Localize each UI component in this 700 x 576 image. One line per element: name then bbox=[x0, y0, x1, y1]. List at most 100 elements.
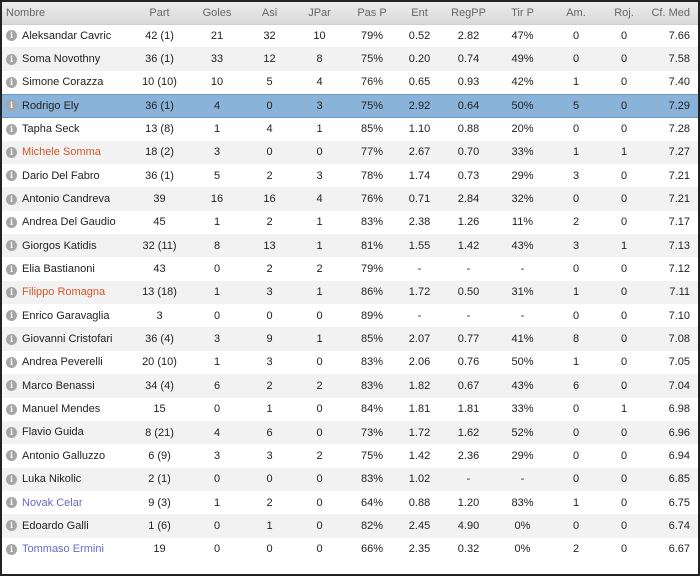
column-header-ent[interactable]: Ent bbox=[397, 2, 442, 25]
table-row[interactable]: i Antonio Galluzzo 6 (9) 3 3 2 75% 1.42 2.36 29% 0… bbox=[2, 444, 698, 468]
cell-goles: 0 bbox=[213, 309, 221, 322]
player-name[interactable]: Giorgos Katidis bbox=[22, 239, 97, 252]
info-icon[interactable]: i bbox=[6, 53, 17, 65]
player-name[interactable]: Andrea Del Gaudio bbox=[22, 216, 116, 229]
column-header-goles[interactable]: Goles bbox=[187, 2, 247, 25]
info-icon[interactable]: i bbox=[6, 263, 17, 275]
table-row[interactable]: i Elia Bastianoni 43 0 2 2 79% - - - 0 0 7.12 bbox=[2, 257, 698, 281]
info-icon[interactable]: i bbox=[6, 240, 17, 252]
table-row[interactable]: i Novak Celar 9 (3) 1 2 0 64% 0.88 1.20 83% 1 0 6.75 bbox=[2, 490, 698, 515]
player-name[interactable]: Luka Nikolic bbox=[22, 473, 82, 486]
table-row[interactable]: i Luka Nikolic 2 (1) 0 0 0 83% 1.02 - - 0 0 6.85 bbox=[2, 467, 698, 491]
info-icon[interactable]: i bbox=[6, 30, 17, 42]
player-name-cell: i Soma Novothny bbox=[2, 47, 132, 70]
cell-part: 8 (21) bbox=[145, 426, 174, 439]
player-name[interactable]: Edoardo Galli bbox=[22, 519, 89, 532]
table-row[interactable]: i Edoardo Galli 1 (6) 0 1 0 82% 2.45 4.90 0% 0 0 6.7… bbox=[2, 514, 698, 538]
cell-jpar: 0 bbox=[316, 426, 323, 439]
player-name-cell: i Antonio Galluzzo bbox=[2, 444, 132, 467]
info-icon[interactable]: i bbox=[6, 403, 17, 415]
player-name[interactable]: Antonio Candreva bbox=[22, 193, 111, 206]
cell-pas-p: 82% bbox=[360, 519, 384, 532]
player-name[interactable]: Manuel Mendes bbox=[22, 403, 101, 416]
player-name[interactable]: Antonio Galluzzo bbox=[22, 449, 106, 462]
table-row[interactable]: i Tommaso Ermini 19 0 0 0 66% 2.35 0.32 0% 2 0 6.67 bbox=[2, 537, 698, 561]
table-row[interactable]: i Soma Novothny 36 (1) 33 12 8 75% 0.20 0.74 49% 0… bbox=[2, 47, 698, 71]
cell-ent: 2.67 bbox=[408, 146, 431, 159]
player-name-cell: i Michele Somma bbox=[2, 141, 132, 164]
player-name[interactable]: Tapha Seck bbox=[22, 123, 80, 136]
info-icon[interactable]: i bbox=[6, 310, 17, 322]
info-icon[interactable]: i bbox=[6, 333, 17, 345]
cell-asi: 12 bbox=[263, 53, 276, 66]
player-name[interactable]: Elia Bastianoni bbox=[22, 263, 95, 276]
info-icon[interactable]: i bbox=[6, 357, 17, 369]
table-row[interactable]: i Dario Del Fabro 36 (1) 5 2 3 78% 1.74 0.73 29% 3… bbox=[2, 164, 698, 188]
player-name[interactable]: Novak Celar bbox=[22, 496, 83, 509]
table-row[interactable]: i Flavio Guida 8 (21) 4 6 0 73% 1.72 1.62 52% 0 0 6.… bbox=[2, 420, 698, 445]
cell-pas-p: 75% bbox=[360, 53, 384, 66]
table-row[interactable]: i Aleksandar Cavric 42 (1) 21 32 10 79% 0.52 2.8… bbox=[2, 24, 698, 48]
info-icon[interactable]: i bbox=[6, 427, 17, 439]
player-name-cell: i Filippo Romagna bbox=[2, 281, 132, 304]
column-header-am[interactable]: Am. bbox=[550, 2, 602, 25]
info-icon[interactable]: i bbox=[6, 170, 17, 182]
player-name[interactable]: Giovanni Cristofari bbox=[22, 333, 113, 346]
player-name[interactable]: Marco Benassi bbox=[22, 379, 95, 392]
player-name[interactable]: Simone Corazza bbox=[22, 76, 104, 89]
player-name[interactable]: Soma Novothny bbox=[22, 53, 101, 66]
table-row[interactable]: i Giovanni Cristofari 36 (4) 3 9 1 85% 2.07 0.77… bbox=[2, 327, 698, 351]
cell-part: 15 bbox=[153, 403, 166, 416]
table-row[interactable]: i Andrea Del Gaudio 45 1 2 1 83% 2.38 1.26 11% 2 0 7… bbox=[2, 210, 698, 235]
player-name-cell: i Manuel Mendes bbox=[2, 398, 132, 421]
cell-jpar: 1 bbox=[316, 286, 323, 299]
cell-pas-p: 83% bbox=[360, 356, 384, 369]
info-icon[interactable]: i bbox=[6, 100, 17, 112]
player-name[interactable]: Aleksandar Cavric bbox=[22, 29, 112, 42]
info-icon[interactable]: i bbox=[6, 543, 17, 555]
column-header-tir-p[interactable]: Tir P bbox=[495, 2, 550, 25]
table-row[interactable]: i Manuel Mendes 15 0 1 0 84% 1.81 1.81 33% 0 1 6.98 bbox=[2, 397, 698, 421]
column-header-pas-p[interactable]: Pas P bbox=[347, 2, 397, 25]
table-row[interactable]: i Antonio Candreva 39 16 16 4 76% 0.71 2.84 32% 0 0… bbox=[2, 187, 698, 211]
info-icon[interactable]: i bbox=[6, 497, 17, 509]
table-row[interactable]: i Filippo Romagna 13 (18) 1 3 1 86% 1.72 0.50 31%… bbox=[2, 280, 698, 305]
column-header-asi[interactable]: Asi bbox=[247, 2, 292, 25]
table-row[interactable]: i Tapha Seck 13 (8) 1 4 1 85% 1.10 0.88 20% 0 0 7.28 bbox=[2, 117, 698, 141]
info-icon[interactable]: i bbox=[6, 473, 17, 485]
player-name[interactable]: Filippo Romagna bbox=[22, 286, 106, 299]
table-row[interactable]: i Giorgos Katidis 32 (11) 8 13 1 81% 1.55 1.42 43… bbox=[2, 234, 698, 258]
cell-ent: 0.52 bbox=[408, 29, 431, 42]
table-row[interactable]: i Rodrigo Ely 36 (1) 4 0 3 75% 2.92 0.64 50% 5 0 7.2… bbox=[2, 93, 698, 118]
info-icon[interactable]: i bbox=[6, 146, 17, 158]
cell-am: 0 bbox=[572, 449, 580, 462]
info-icon[interactable]: i bbox=[6, 76, 17, 88]
info-icon[interactable]: i bbox=[6, 193, 17, 205]
column-header-nombre[interactable]: Nombre bbox=[2, 2, 132, 25]
table-row[interactable]: i Simone Corazza 10 (10) 10 5 4 76% 0.65 0.93 42%… bbox=[2, 70, 698, 95]
player-name[interactable]: Michele Somma bbox=[22, 146, 101, 159]
column-header-jpar[interactable]: JPar bbox=[292, 2, 347, 25]
player-name[interactable]: Flavio Guida bbox=[22, 426, 84, 439]
player-name[interactable]: Dario Del Fabro bbox=[22, 169, 100, 182]
info-icon[interactable]: i bbox=[6, 450, 17, 462]
info-icon[interactable]: i bbox=[6, 520, 17, 532]
column-header-cf-med[interactable]: Cf. Med bbox=[646, 2, 698, 25]
table-row[interactable]: i Michele Somma 18 (2) 3 0 0 77% 2.67 0.70 33% 1 1 7… bbox=[2, 140, 698, 165]
player-name[interactable]: Enrico Garavaglia bbox=[22, 309, 110, 322]
player-name[interactable]: Rodrigo Ely bbox=[22, 99, 79, 112]
table-row[interactable]: i Andrea Peverelli 20 (10) 1 3 0 83% 2.06 0.76 50… bbox=[2, 350, 698, 375]
info-icon[interactable]: i bbox=[6, 380, 17, 392]
player-name[interactable]: Andrea Peverelli bbox=[22, 356, 103, 369]
cell-am: 0 bbox=[572, 403, 580, 416]
info-icon[interactable]: i bbox=[6, 287, 17, 298]
player-name[interactable]: Tommaso Ermini bbox=[22, 543, 104, 556]
column-header-roj[interactable]: Roj. bbox=[602, 2, 646, 25]
info-icon[interactable]: i bbox=[6, 123, 17, 135]
cell-tir-p: 49% bbox=[511, 53, 534, 66]
table-row[interactable]: i Enrico Garavaglia 3 0 0 0 89% - - - 0 0 7.10 bbox=[2, 304, 698, 328]
column-header-regpp[interactable]: RegPP bbox=[442, 2, 495, 25]
info-icon[interactable]: i bbox=[6, 216, 17, 228]
column-header-part[interactable]: Part bbox=[132, 2, 187, 25]
table-row[interactable]: i Marco Benassi 34 (4) 6 2 2 83% 1.82 0.67 43% 6 0 7… bbox=[2, 374, 698, 398]
